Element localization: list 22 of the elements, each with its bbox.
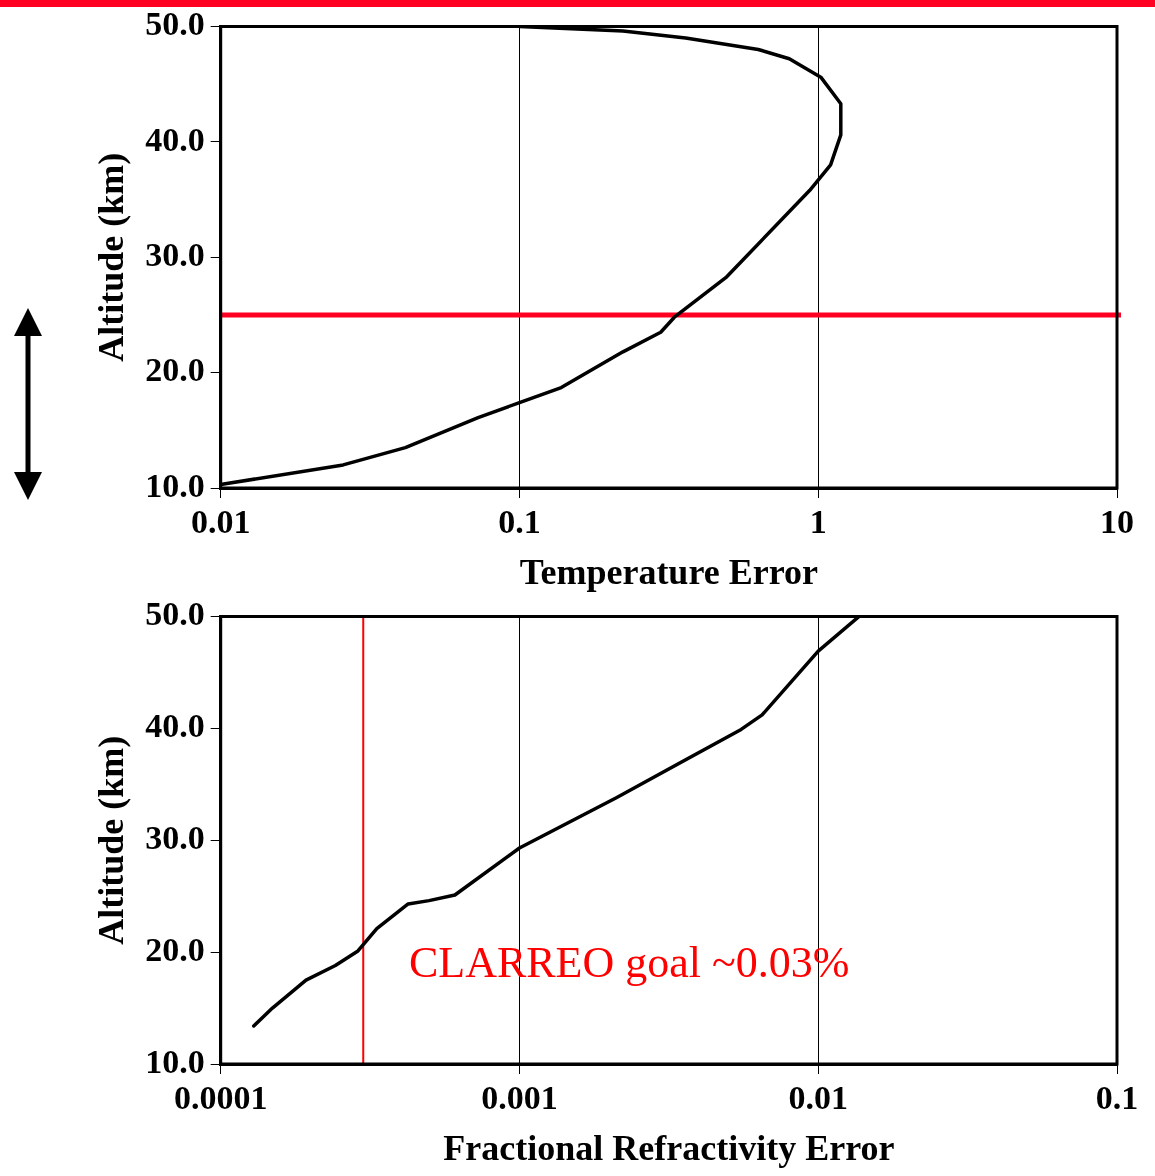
x-axis-title: Fractional Refractivity Error [443,1127,895,1168]
y-tick-label: 20.0 [145,930,205,968]
y-tick-label: 20.0 [145,351,205,389]
x-tick-label: 0.0001 [173,1079,268,1117]
x-tick-label: 0.01 [788,1079,848,1117]
y-axis-title: Altitude (km) [90,152,131,362]
x-tick-label: 1 [809,503,827,541]
y-tick-label: 40.0 [145,120,205,158]
x-axis-title: Temperature Error [519,551,818,592]
y-tick-label: 10.0 [145,1042,205,1080]
y-axis-title: Altitude (km) [90,735,131,945]
x-tick-label: 0.1 [498,503,541,541]
y-tick-label: 50.0 [145,595,205,633]
x-tick-label: 10 [1100,503,1134,541]
y-tick-label: 50.0 [145,5,205,43]
x-tick-label: 0.001 [481,1079,558,1117]
x-tick-label: 0.1 [1095,1079,1139,1117]
y-tick-label: 10.0 [145,466,205,504]
y-tick-label: 30.0 [145,235,205,273]
x-tick-label: 0.01 [190,503,251,541]
y-tick-label: 40.0 [145,707,205,745]
y-tick-label: 30.0 [145,818,205,856]
